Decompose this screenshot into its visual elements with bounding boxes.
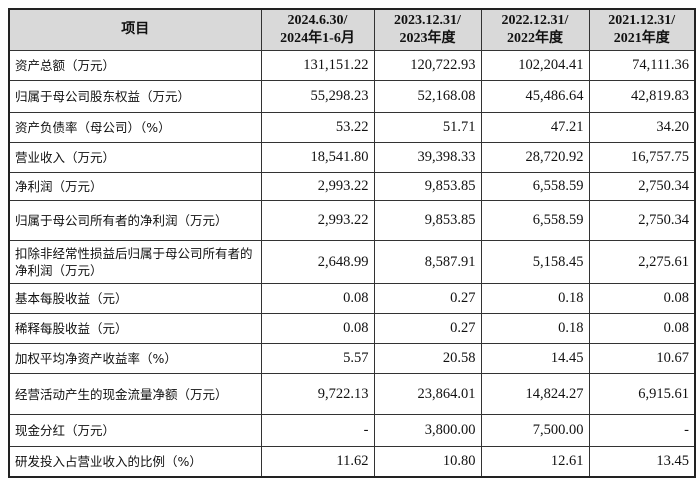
- cell-value: 28,720.92: [480, 142, 590, 173]
- cell-value: 11.62: [260, 446, 375, 477]
- cell-value: 0.18: [480, 313, 590, 344]
- cell-value: 12.61: [480, 446, 590, 477]
- cell-value: 2,993.22: [260, 172, 375, 201]
- table-row: 归属于母公司股东权益（万元） 55,298.23 52,168.08 45,486.6…: [8, 80, 696, 113]
- cell-value: 18,541.80: [260, 142, 375, 173]
- cell-value: 0.08: [588, 283, 696, 314]
- cell-value: 14.45: [480, 343, 590, 374]
- table-row: 净利润（万元） 2,993.22 9,853.85 6,558.59 2,750.34: [8, 172, 696, 201]
- cell-value: 13.45: [588, 446, 696, 477]
- cell-value: 0.08: [588, 313, 696, 344]
- cell-value: 34.20: [588, 112, 696, 143]
- row-label: 扣除非经常性损益后归属于母公司所有者的净利润（万元）: [8, 240, 262, 284]
- cell-value: 10.67: [588, 343, 696, 374]
- table-row: 营业收入（万元） 18,541.80 39,398.33 28,720.92 16,75…: [8, 142, 696, 173]
- table-row: 扣除非经常性损益后归属于母公司所有者的净利润（万元） 2,648.99 8,587.…: [8, 240, 696, 284]
- cell-value: 2,750.34: [588, 172, 696, 201]
- cell-value: -: [260, 414, 375, 447]
- table-row: 资产负债率（母公司）（%） 53.22 51.71 47.21 34.20: [8, 112, 696, 143]
- cell-value: 45,486.64: [480, 80, 590, 113]
- column-header: 2023.12.31/ 2023年度: [373, 8, 482, 51]
- cell-value: 102,204.41: [480, 50, 590, 81]
- cell-value: 9,722.13: [260, 373, 375, 415]
- cell-value: 2,750.34: [588, 200, 696, 241]
- cell-value: 42,819.83: [588, 80, 696, 113]
- row-label: 归属于母公司股东权益（万元）: [8, 80, 262, 113]
- row-label: 研发投入占营业收入的比例（%）: [8, 446, 262, 477]
- row-label: 资产总额（万元）: [8, 50, 262, 81]
- cell-value: 5,158.45: [480, 240, 590, 284]
- table-row: 资产总额（万元） 131,151.22 120,722.93 102,204.41 74…: [8, 50, 696, 81]
- column-header: 2021.12.31/ 2021年度: [588, 8, 696, 51]
- cell-value: 5.57: [260, 343, 375, 374]
- cell-value: 6,915.61: [588, 373, 696, 415]
- cell-value: 6,558.59: [480, 200, 590, 241]
- cell-value: 74,111.36: [588, 50, 696, 81]
- cell-value: 10.80: [373, 446, 482, 477]
- table-row: 基本每股收益（元） 0.08 0.27 0.18 0.08: [8, 283, 696, 314]
- cell-value: 0.27: [373, 283, 482, 314]
- cell-value: -: [588, 414, 696, 447]
- cell-value: 2,275.61: [588, 240, 696, 284]
- cell-value: 7,500.00: [480, 414, 590, 447]
- cell-value: 0.27: [373, 313, 482, 344]
- cell-value: 0.08: [260, 313, 375, 344]
- cell-value: 55,298.23: [260, 80, 375, 113]
- table-row: 归属于母公司所有者的净利润（万元） 2,993.22 9,853.85 6,558.5…: [8, 200, 696, 241]
- column-header: 项目: [8, 8, 262, 51]
- row-label: 加权平均净资产收益率（%）: [8, 343, 262, 374]
- column-header: 2024.6.30/ 2024年1-6月: [260, 8, 375, 51]
- table-row: 现金分红（万元） -3,800.00 7,500.00-: [8, 414, 696, 447]
- cell-value: 3,800.00: [373, 414, 482, 447]
- cell-value: 131,151.22: [260, 50, 375, 81]
- cell-value: 2,993.22: [260, 200, 375, 241]
- table-row: 稀释每股收益（元） 0.08 0.27 0.18 0.08: [8, 313, 696, 344]
- cell-value: 20.58: [373, 343, 482, 374]
- table-row: 研发投入占营业收入的比例（%） 11.62 10.80 12.61 13.45: [8, 446, 696, 477]
- cell-value: 120,722.93: [373, 50, 482, 81]
- row-label: 稀释每股收益（元）: [8, 313, 262, 344]
- cell-value: 16,757.75: [588, 142, 696, 173]
- cell-value: 14,824.27: [480, 373, 590, 415]
- financial-data-table: 项目 2024.6.30/ 2024年1-6月 2023.12.31/ 2023年度…: [8, 8, 696, 478]
- cell-value: 39,398.33: [373, 142, 482, 173]
- table-header-row: 项目 2024.6.30/ 2024年1-6月 2023.12.31/ 2023年度…: [8, 8, 696, 51]
- row-label: 基本每股收益（元）: [8, 283, 262, 314]
- row-label: 归属于母公司所有者的净利润（万元）: [8, 200, 262, 241]
- cell-value: 52,168.08: [373, 80, 482, 113]
- cell-value: 23,864.01: [373, 373, 482, 415]
- cell-value: 51.71: [373, 112, 482, 143]
- row-label: 净利润（万元）: [8, 172, 262, 201]
- cell-value: 53.22: [260, 112, 375, 143]
- table-row: 加权平均净资产收益率（%） 5.57 20.58 14.45 10.67: [8, 343, 696, 374]
- table-row: 经营活动产生的现金流量净额（万元） 9,722.13 23,864.01 14,824…: [8, 373, 696, 415]
- cell-value: 0.18: [480, 283, 590, 314]
- row-label: 经营活动产生的现金流量净额（万元）: [8, 373, 262, 415]
- cell-value: 9,853.85: [373, 200, 482, 241]
- cell-value: 2,648.99: [260, 240, 375, 284]
- row-label: 现金分红（万元）: [8, 414, 262, 447]
- cell-value: 47.21: [480, 112, 590, 143]
- cell-value: 8,587.91: [373, 240, 482, 284]
- cell-value: 9,853.85: [373, 172, 482, 201]
- cell-value: 6,558.59: [480, 172, 590, 201]
- row-label: 资产负债率（母公司）（%）: [8, 112, 262, 143]
- column-header: 2022.12.31/ 2022年度: [480, 8, 590, 51]
- cell-value: 0.08: [260, 283, 375, 314]
- row-label: 营业收入（万元）: [8, 142, 262, 173]
